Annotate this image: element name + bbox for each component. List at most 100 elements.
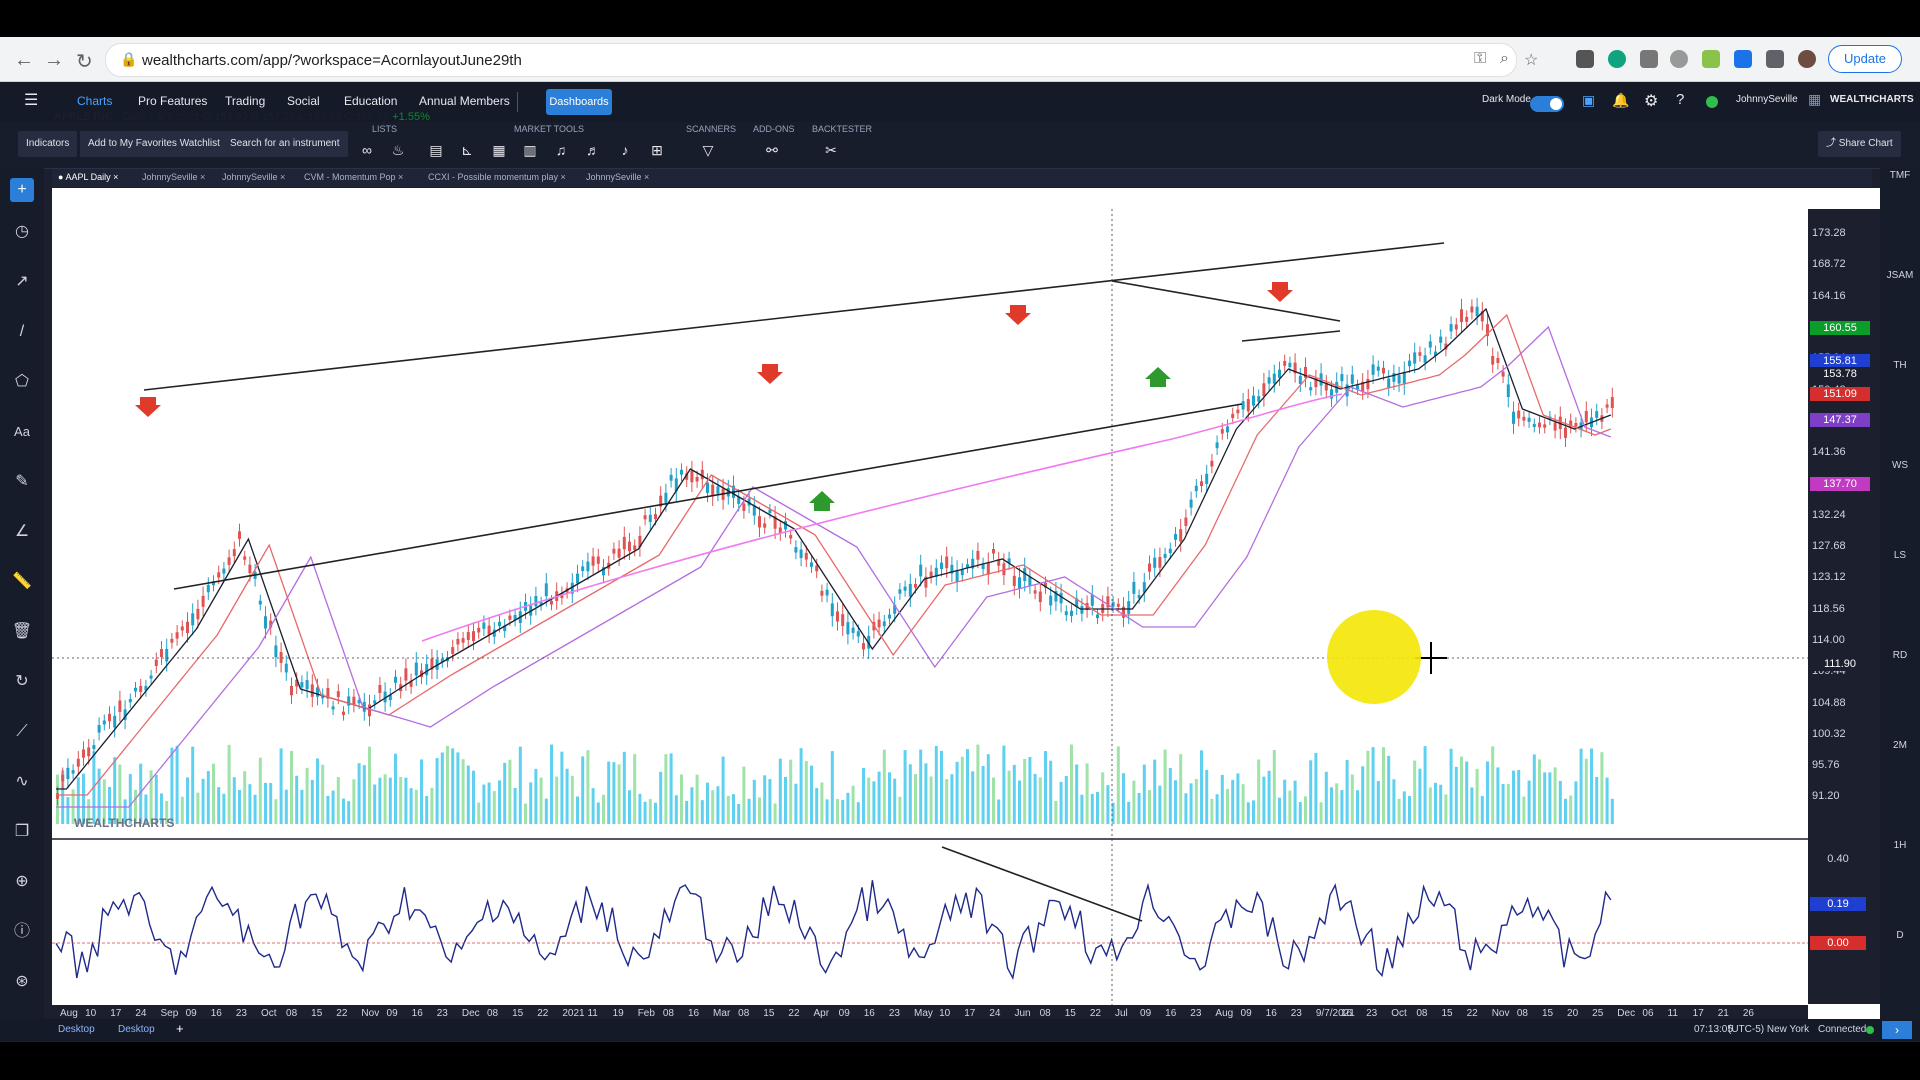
- avatar[interactable]: [1798, 50, 1816, 68]
- search-instrument-button[interactable]: Search for an instrument: [222, 131, 348, 157]
- address-bar[interactable]: 🔒 wealthcharts.com/app/?workspace=Acornl…: [105, 43, 1538, 77]
- indicators-button[interactable]: Indicators: [18, 131, 78, 157]
- dashboards-button[interactable]: Dashboards: [546, 89, 612, 115]
- info-icon[interactable]: ⓘ: [13, 923, 30, 940]
- timeframe-ls[interactable]: LS: [1893, 550, 1907, 561]
- forward-icon[interactable]: →: [44, 49, 64, 71]
- zoom-icon[interactable]: ⌕: [1500, 50, 1509, 67]
- volume-bar: [1033, 773, 1037, 824]
- timeframe-jsam[interactable]: JSAM: [1886, 270, 1914, 281]
- price-chart[interactable]: WEALTHCHARTS Aug 10 17 24 Sep 09 16 23 Oct 08 15 22 N…: [52, 209, 1880, 1019]
- calculator-icon[interactable]: ▥: [523, 142, 537, 158]
- timeframe-2m[interactable]: 2M: [1893, 740, 1907, 751]
- candle-body: [1522, 416, 1526, 421]
- layers-icon[interactable]: ❐: [14, 823, 30, 840]
- candle-body: [1137, 595, 1141, 599]
- nav-pro-features[interactable]: Pro Features: [138, 94, 208, 108]
- help-icon[interactable]: ?: [1676, 91, 1685, 108]
- bell-plus-icon[interactable]: ♬: [586, 142, 600, 158]
- link-icon[interactable]: ⚯: [766, 142, 778, 158]
- extension-icon[interactable]: [1670, 50, 1688, 68]
- puzzle-icon[interactable]: [1766, 50, 1784, 68]
- nav-trading[interactable]: Trading: [225, 94, 266, 108]
- crosshair-icon[interactable]: ⊕: [15, 873, 29, 890]
- username[interactable]: JohnnySeville: [1736, 94, 1798, 105]
- candle-body: [992, 549, 995, 554]
- indicator-icon[interactable]: ∿: [15, 773, 29, 790]
- nav-annual-members[interactable]: Annual Members: [419, 94, 510, 108]
- extension-icon[interactable]: [1640, 50, 1658, 68]
- globe-icon[interactable]: ⊛: [15, 973, 29, 990]
- bookmark-star-icon[interactable]: ☆: [1524, 52, 1539, 69]
- chart-tab[interactable]: JohnnySeville ×: [586, 172, 650, 182]
- timeframe-th[interactable]: TH: [1893, 360, 1907, 371]
- flame-icon[interactable]: ♨: [391, 142, 405, 158]
- reload-icon[interactable]: ↻: [76, 51, 93, 73]
- pencil-icon[interactable]: ✎: [15, 473, 29, 490]
- nav-education[interactable]: Education: [344, 94, 398, 108]
- trend-icon[interactable]: ↗: [15, 273, 29, 290]
- grid-icon[interactable]: ⊞: [651, 142, 663, 158]
- ruler-icon[interactable]: 📏: [12, 573, 32, 590]
- text-tool-icon[interactable]: Aa: [14, 424, 30, 439]
- add-tab-icon[interactable]: +: [176, 1021, 184, 1036]
- extension-icon[interactable]: [1702, 50, 1720, 68]
- alert-bell-icon[interactable]: ♫: [555, 142, 567, 158]
- timeframe-tmf[interactable]: TMF: [1889, 170, 1911, 181]
- nav-social[interactable]: Social: [287, 94, 320, 108]
- add-icon[interactable]: +: [10, 178, 34, 202]
- chart-tab[interactable]: JohnnySeville ×: [142, 172, 206, 182]
- calendar-icon[interactable]: ▦: [492, 142, 506, 158]
- refresh-icon[interactable]: ↻: [15, 673, 29, 690]
- desktop-tab[interactable]: Desktop: [58, 1024, 95, 1035]
- candle-body: [1018, 577, 1021, 589]
- candle-body: [1340, 374, 1344, 382]
- line-chart-icon[interactable]: ⟋: [16, 723, 28, 740]
- volume-bar: [524, 803, 527, 824]
- angle-icon[interactable]: ∠: [14, 523, 30, 540]
- infinity-icon[interactable]: ∞: [362, 142, 372, 158]
- hamburger-menu-icon[interactable]: ☰: [24, 92, 39, 109]
- timeframe-d[interactable]: D: [1896, 930, 1904, 941]
- volume-bar: [1558, 780, 1562, 824]
- expand-arrow-icon[interactable]: ›: [1882, 1021, 1912, 1039]
- candle-body: [581, 566, 585, 572]
- dark-mode-toggle[interactable]: [1530, 96, 1564, 112]
- nav-charts[interactable]: Charts: [77, 94, 113, 108]
- bell-icon[interactable]: 🔔: [1612, 92, 1630, 108]
- chart-canvas[interactable]: [52, 188, 1880, 1022]
- grammarly-icon[interactable]: [1608, 50, 1626, 68]
- date-tick-label: 22: [1467, 1008, 1479, 1019]
- chart-tab[interactable]: ● AAPL Daily ×: [58, 172, 119, 182]
- timeframe-1h[interactable]: 1H: [1893, 840, 1907, 851]
- volume-bar: [212, 763, 215, 824]
- vimeo-icon[interactable]: [1734, 50, 1752, 68]
- back-icon[interactable]: ←: [14, 49, 34, 71]
- volume-bar: [1449, 748, 1453, 824]
- shape-tool-icon[interactable]: ⬠: [15, 373, 29, 390]
- line-tool-icon[interactable]: /: [19, 323, 25, 340]
- trash-icon[interactable]: 🗑: [11, 623, 33, 640]
- clock-icon[interactable]: ◷: [15, 223, 29, 240]
- gear-icon[interactable]: ⚙: [1644, 93, 1659, 110]
- backtest-icon[interactable]: ✂: [825, 142, 837, 158]
- update-button[interactable]: Update: [1828, 45, 1902, 73]
- chart-tab[interactable]: JohnnySeville ×: [222, 172, 286, 182]
- key-icon[interactable]: ⚿: [1474, 50, 1487, 67]
- chart-tab[interactable]: CCXI - Possible momentum play ×: [428, 172, 566, 182]
- extension-icon[interactable]: [1576, 50, 1594, 68]
- bell-clock-icon[interactable]: ♪: [621, 142, 629, 158]
- share-chart-button[interactable]: ⤴ Share Chart: [1818, 131, 1901, 157]
- chart-icon[interactable]: ⊾: [461, 142, 473, 158]
- timeframe-ws[interactable]: WS: [1891, 460, 1909, 471]
- save-icon[interactable]: ▣: [1582, 92, 1596, 108]
- add-to-watchlist-button[interactable]: Add to My Favorites Watchlist: [80, 131, 228, 157]
- timeframe-rd[interactable]: RD: [1892, 650, 1908, 661]
- news-icon[interactable]: ▤: [429, 142, 443, 158]
- volume-bar: [1434, 782, 1437, 824]
- desktop-tab[interactable]: Desktop: [118, 1024, 155, 1035]
- volume-bar: [612, 762, 616, 824]
- chart-tab[interactable]: CVM - Momentum Pop ×: [304, 172, 404, 182]
- price-marker-label: 160.55: [1810, 321, 1870, 335]
- filter-icon[interactable]: ▽: [702, 142, 714, 158]
